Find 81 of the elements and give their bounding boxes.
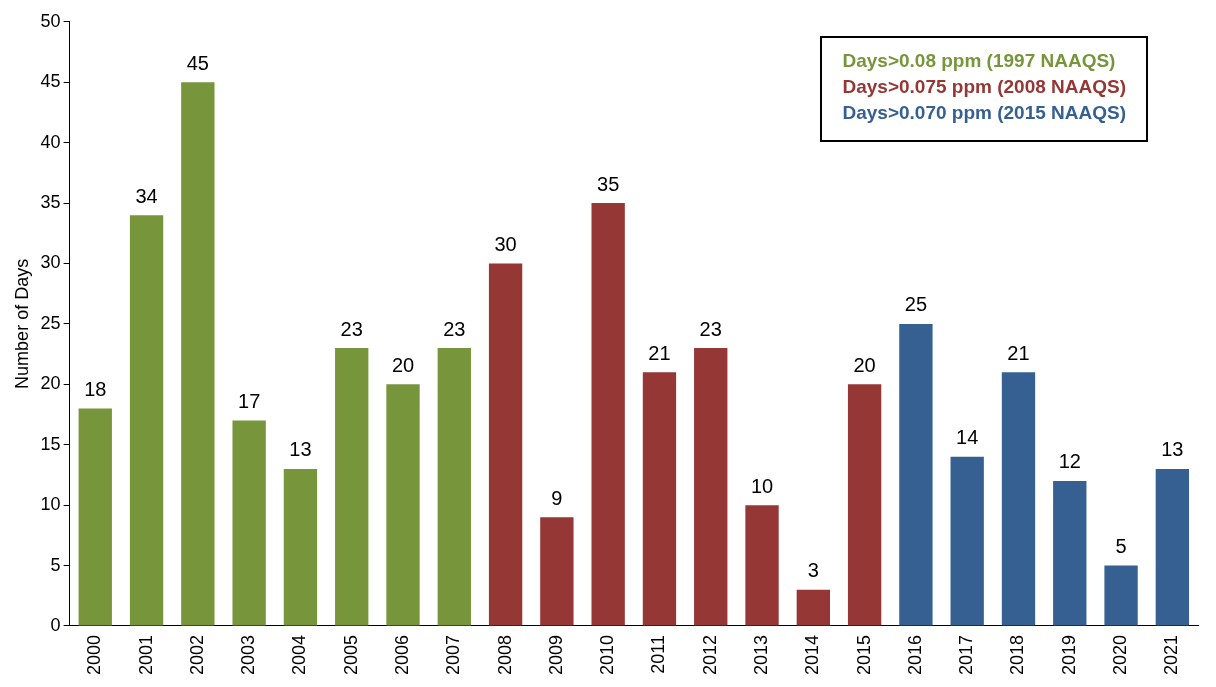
bar [1104, 565, 1138, 626]
bar [1053, 480, 1087, 626]
y-tick-label: 35 [40, 192, 61, 213]
data-label: 21 [648, 341, 671, 364]
y-tick-label: 0 [50, 614, 61, 635]
data-label: 3 [807, 559, 819, 582]
bar [437, 348, 471, 626]
data-label: 14 [956, 426, 979, 449]
y-tick-label: 25 [40, 312, 61, 333]
x-tick-label: 2005 [340, 634, 361, 675]
x-tick-label: 2013 [751, 634, 771, 675]
bar [335, 348, 369, 626]
data-label: 45 [186, 51, 209, 74]
x-tick-label: 2011 [648, 634, 669, 674]
bar [540, 517, 574, 626]
data-label: 13 [1161, 438, 1184, 461]
bar [899, 323, 933, 626]
y-axis-title: Number of Days [11, 258, 32, 389]
x-tick-label: 2017 [956, 634, 977, 675]
y-tick-label: 50 [40, 10, 61, 31]
data-label: 23 [340, 317, 363, 340]
data-label: 20 [853, 353, 876, 376]
x-tick-label: 2016 [904, 634, 925, 675]
y-tick-label: 40 [40, 131, 61, 152]
data-label: 23 [699, 317, 722, 340]
x-tick-label: 2004 [289, 634, 310, 675]
data-label: 17 [238, 390, 261, 413]
x-tick-label: 2002 [186, 634, 207, 675]
bar [488, 263, 523, 626]
y-tick-label: 5 [50, 554, 61, 575]
x-tick-label: 2014 [802, 634, 823, 675]
x-tick-label: 2021 [1161, 634, 1182, 675]
bar [78, 408, 112, 626]
y-tick-label: 15 [40, 433, 61, 454]
y-tick-label: 45 [40, 71, 61, 92]
bar [796, 589, 830, 626]
text: Days>0.075 ppm (2008 NAAQS) [842, 75, 1126, 99]
bar [283, 468, 318, 626]
x-tick-label: 2012 [699, 634, 720, 675]
data-label: 30 [494, 232, 517, 255]
data-label: 34 [135, 184, 158, 207]
text: Days>0.08 ppm (1997 NAAQS) [842, 49, 1117, 73]
data-label: 5 [1115, 535, 1127, 558]
data-label: 18 [84, 377, 107, 400]
bar [745, 505, 779, 626]
y-tick-label: 30 [40, 252, 61, 273]
x-tick-label: 2010 [597, 634, 618, 675]
data-label: 23 [443, 317, 466, 340]
bar [950, 456, 984, 626]
y-tick-label: 10 [40, 494, 61, 515]
data-label: 9 [551, 486, 563, 509]
x-tick-label: 2020 [1110, 634, 1131, 675]
data-label: 20 [391, 353, 415, 376]
data-label: 10 [750, 474, 774, 497]
data-label: 13 [289, 438, 312, 461]
bar [694, 348, 728, 626]
x-tick-label: 2003 [238, 634, 259, 675]
bar [129, 215, 164, 626]
x-tick-label: 2019 [1058, 634, 1079, 675]
data-label: 35 [597, 172, 620, 195]
bar [642, 372, 677, 626]
bar [181, 82, 215, 626]
x-tick-label: 2001 [135, 634, 156, 675]
bar [847, 384, 882, 626]
bar [1001, 372, 1036, 626]
bar [591, 203, 625, 626]
bar [232, 420, 266, 626]
x-tick-label: 2000 [84, 634, 105, 675]
bar [386, 384, 420, 626]
x-tick-label: 2015 [853, 634, 874, 675]
x-tick-label: 2007 [443, 634, 464, 675]
text: Days>0.070 ppm (2015 NAAQS) [842, 101, 1126, 125]
x-tick-label: 2009 [545, 634, 566, 675]
y-tick-label: 20 [40, 373, 61, 394]
x-tick-label: 2006 [391, 634, 412, 675]
data-label: 12 [1058, 450, 1081, 473]
bar [1155, 468, 1190, 626]
data-label: 21 [1007, 341, 1030, 364]
data-label: 25 [904, 293, 928, 316]
x-tick-label: 2018 [1007, 634, 1028, 675]
x-tick-label: 2008 [494, 634, 515, 675]
